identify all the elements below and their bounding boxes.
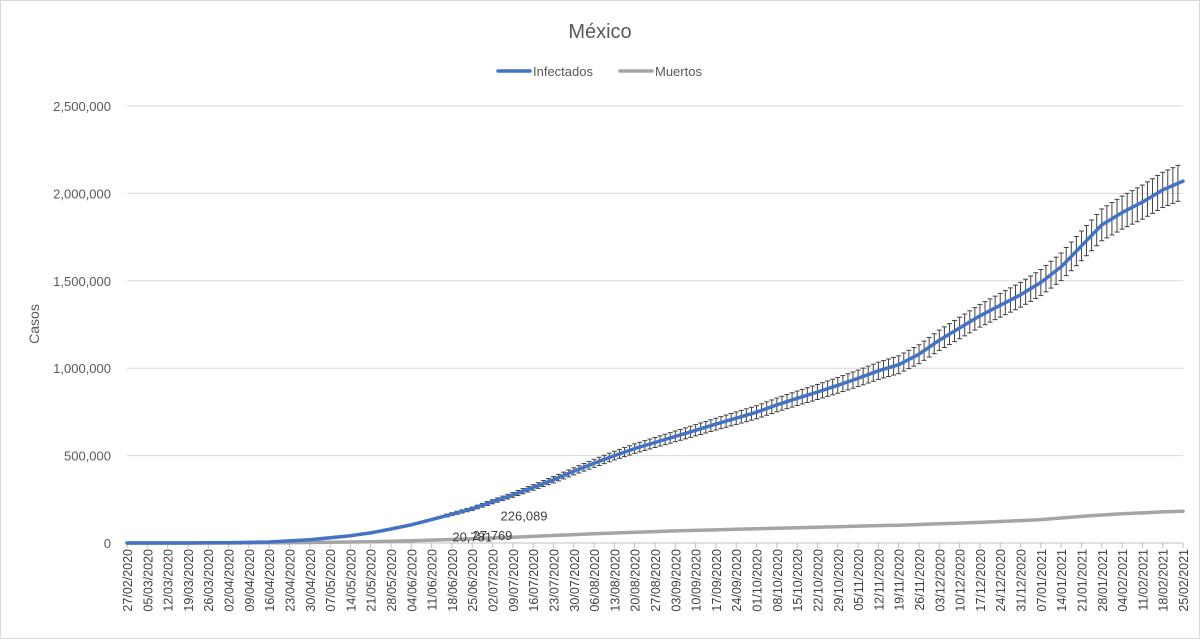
x-tick-label: 14/01/2021: [1055, 549, 1069, 612]
x-tick-label: 30/04/2020: [304, 549, 318, 612]
series-line-infectados: [125, 179, 1185, 545]
x-tick-label: 16/04/2020: [263, 549, 277, 612]
x-tick-label: 19/11/2020: [893, 549, 907, 611]
x-tick-label: 21/01/2021: [1075, 549, 1089, 612]
chart-title: México: [568, 21, 631, 43]
series-infectados: [125, 164, 1185, 545]
x-tick-label: 06/08/2020: [588, 549, 602, 612]
x-tick-label: 01/10/2020: [751, 549, 765, 612]
data-label: 27,769: [473, 528, 513, 543]
x-tick-label: 02/04/2020: [223, 549, 237, 612]
legend-item-infectados: Infectados: [496, 64, 593, 79]
y-tick-label: 2,500,000: [53, 99, 111, 114]
x-tick-label: 27/08/2020: [649, 549, 663, 612]
x-tick-label: 30/07/2020: [568, 549, 582, 612]
data-label: 20,781: [452, 529, 492, 544]
x-tick-label: 27/02/2020: [121, 549, 135, 612]
x-tick-label: 31/12/2020: [1015, 549, 1029, 612]
x-tick-label: 24/09/2020: [730, 549, 744, 612]
x-tick-label: 16/07/2020: [527, 549, 541, 612]
x-tick-label: 29/10/2020: [832, 549, 846, 612]
x-tick-label: 11/02/2021: [1136, 549, 1150, 611]
x-tick-label: 24/12/2020: [994, 549, 1008, 612]
x-tick-label: 28/01/2021: [1096, 549, 1110, 612]
y-tick-label: 1,500,000: [53, 274, 111, 289]
x-tick-label: 26/03/2020: [202, 549, 216, 612]
legend-label: Infectados: [533, 64, 593, 79]
x-tick-label: 18/02/2021: [1157, 549, 1171, 612]
x-tick-labels: 27/02/2020 05/03/2020 12/03/2020 19/03/2020…: [121, 543, 1191, 612]
x-tick-label: 21/05/2020: [365, 549, 379, 612]
y-tick-label: 500,000: [64, 449, 111, 464]
x-tick-label: 09/07/2020: [507, 549, 521, 612]
x-tick-label: 12/03/2020: [162, 549, 176, 612]
x-tick-label: 09/04/2020: [243, 549, 257, 612]
legend: Infectados Muertos: [496, 64, 702, 79]
x-tick-label: 10/12/2020: [954, 549, 968, 612]
data-label: 226,089: [501, 508, 548, 523]
y-axis-label: Casos: [26, 304, 42, 344]
x-tick-label: 11/06/2020: [426, 549, 440, 611]
x-tick-label: 04/02/2021: [1116, 549, 1130, 612]
x-tick-label: 15/10/2020: [791, 549, 805, 612]
x-tick-label: 05/03/2020: [141, 549, 155, 612]
x-tick-label: 14/05/2020: [344, 549, 358, 612]
x-tick-label: 22/10/2020: [811, 549, 825, 612]
x-tick-label: 03/12/2020: [933, 549, 947, 612]
x-tick-label: 25/02/2021: [1177, 549, 1191, 612]
legend-label: Muertos: [655, 64, 702, 79]
x-tick-label: 05/11/2020: [852, 549, 866, 611]
x-tick-label: 19/03/2020: [182, 549, 196, 612]
series-muertos: [125, 509, 1185, 545]
x-tick-label: 08/10/2020: [771, 549, 785, 612]
series-line-muertos: [125, 509, 1185, 545]
x-tick-label: 23/04/2020: [283, 549, 297, 612]
y-tick-label: 0: [104, 536, 111, 551]
gridlines: [127, 105, 1183, 544]
legend-item-muertos: Muertos: [618, 64, 702, 79]
x-tick-label: 07/05/2020: [324, 549, 338, 612]
x-tick-label: 25/06/2020: [466, 549, 480, 612]
x-tick-label: 26/11/2020: [913, 549, 927, 611]
x-tick-label: 10/09/2020: [690, 549, 704, 612]
x-tick-label: 20/08/2020: [629, 549, 643, 612]
x-tick-label: 02/07/2020: [487, 549, 501, 612]
x-tick-label: 12/11/2020: [872, 549, 886, 611]
x-tick-label: 07/01/2021: [1035, 549, 1049, 612]
y-tick-label: 2,000,000: [53, 186, 111, 201]
x-tick-label: 03/09/2020: [669, 549, 683, 612]
x-tick-label: 23/07/2020: [547, 549, 561, 612]
x-tick-label: 17/09/2020: [710, 549, 724, 612]
plot-series: [125, 164, 1185, 545]
x-tick-label: 28/05/2020: [385, 549, 399, 612]
x-tick-label: 13/08/2020: [608, 549, 622, 612]
y-tick-label: 1,000,000: [53, 361, 111, 376]
x-tick-label: 04/06/2020: [405, 549, 419, 612]
y-tick-labels: 0 500,000 1,000,000 1,500,000 2,000,000 2,500…: [53, 99, 111, 551]
x-tick-label: 18/06/2020: [446, 549, 460, 612]
x-tick-label: 17/12/2020: [974, 549, 988, 612]
